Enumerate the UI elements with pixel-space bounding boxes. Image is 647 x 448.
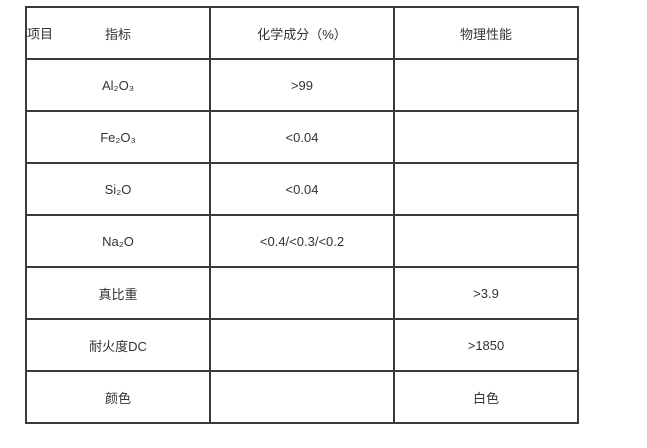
table-row: Na₂O <0.4/<0.3/<0.2	[25, 214, 579, 268]
row-physical: 白色	[393, 370, 579, 424]
header-cell-chemical: 化学成分（%）	[209, 6, 395, 60]
row-name: Na₂O	[25, 214, 211, 268]
row-chemical	[209, 370, 395, 424]
row-physical	[393, 162, 579, 216]
table-row: Fe₂O₃ <0.04	[25, 110, 579, 164]
row-physical	[393, 214, 579, 268]
table-header-row: 项目 指标 化学成分（%） 物理性能	[25, 6, 579, 60]
table-row: 颜色 白色	[25, 370, 579, 424]
row-physical	[393, 110, 579, 164]
row-name: 耐火度DC	[25, 318, 211, 372]
row-physical: >3.9	[393, 266, 579, 320]
row-name: 颜色	[25, 370, 211, 424]
table-row: 真比重 >3.9	[25, 266, 579, 320]
row-name: 真比重	[25, 266, 211, 320]
row-name: Si₂O	[25, 162, 211, 216]
row-physical	[393, 58, 579, 112]
header-indicator-label: 指标	[104, 26, 131, 42]
row-chemical: <0.04	[209, 110, 395, 164]
row-physical: >1850	[393, 318, 579, 372]
row-chemical: <0.4/<0.3/<0.2	[209, 214, 395, 268]
row-chemical: <0.04	[209, 162, 395, 216]
row-name: Fe₂O₃	[25, 110, 211, 164]
header-cell-indicator: 项目 指标	[25, 6, 211, 60]
row-name: Al₂O₃	[25, 58, 211, 112]
row-chemical: >99	[209, 58, 395, 112]
table-row: Si₂O <0.04	[25, 162, 579, 216]
table-row: 耐火度DC >1850	[25, 318, 579, 372]
row-chemical	[209, 318, 395, 372]
specification-table: 项目 指标 化学成分（%） 物理性能 Al₂O₃ >99 Fe₂O₃ <0.04…	[25, 6, 579, 424]
row-chemical	[209, 266, 395, 320]
table-row: Al₂O₃ >99	[25, 58, 579, 112]
header-corner-label: 项目	[27, 26, 54, 42]
header-cell-physical: 物理性能	[393, 6, 579, 60]
